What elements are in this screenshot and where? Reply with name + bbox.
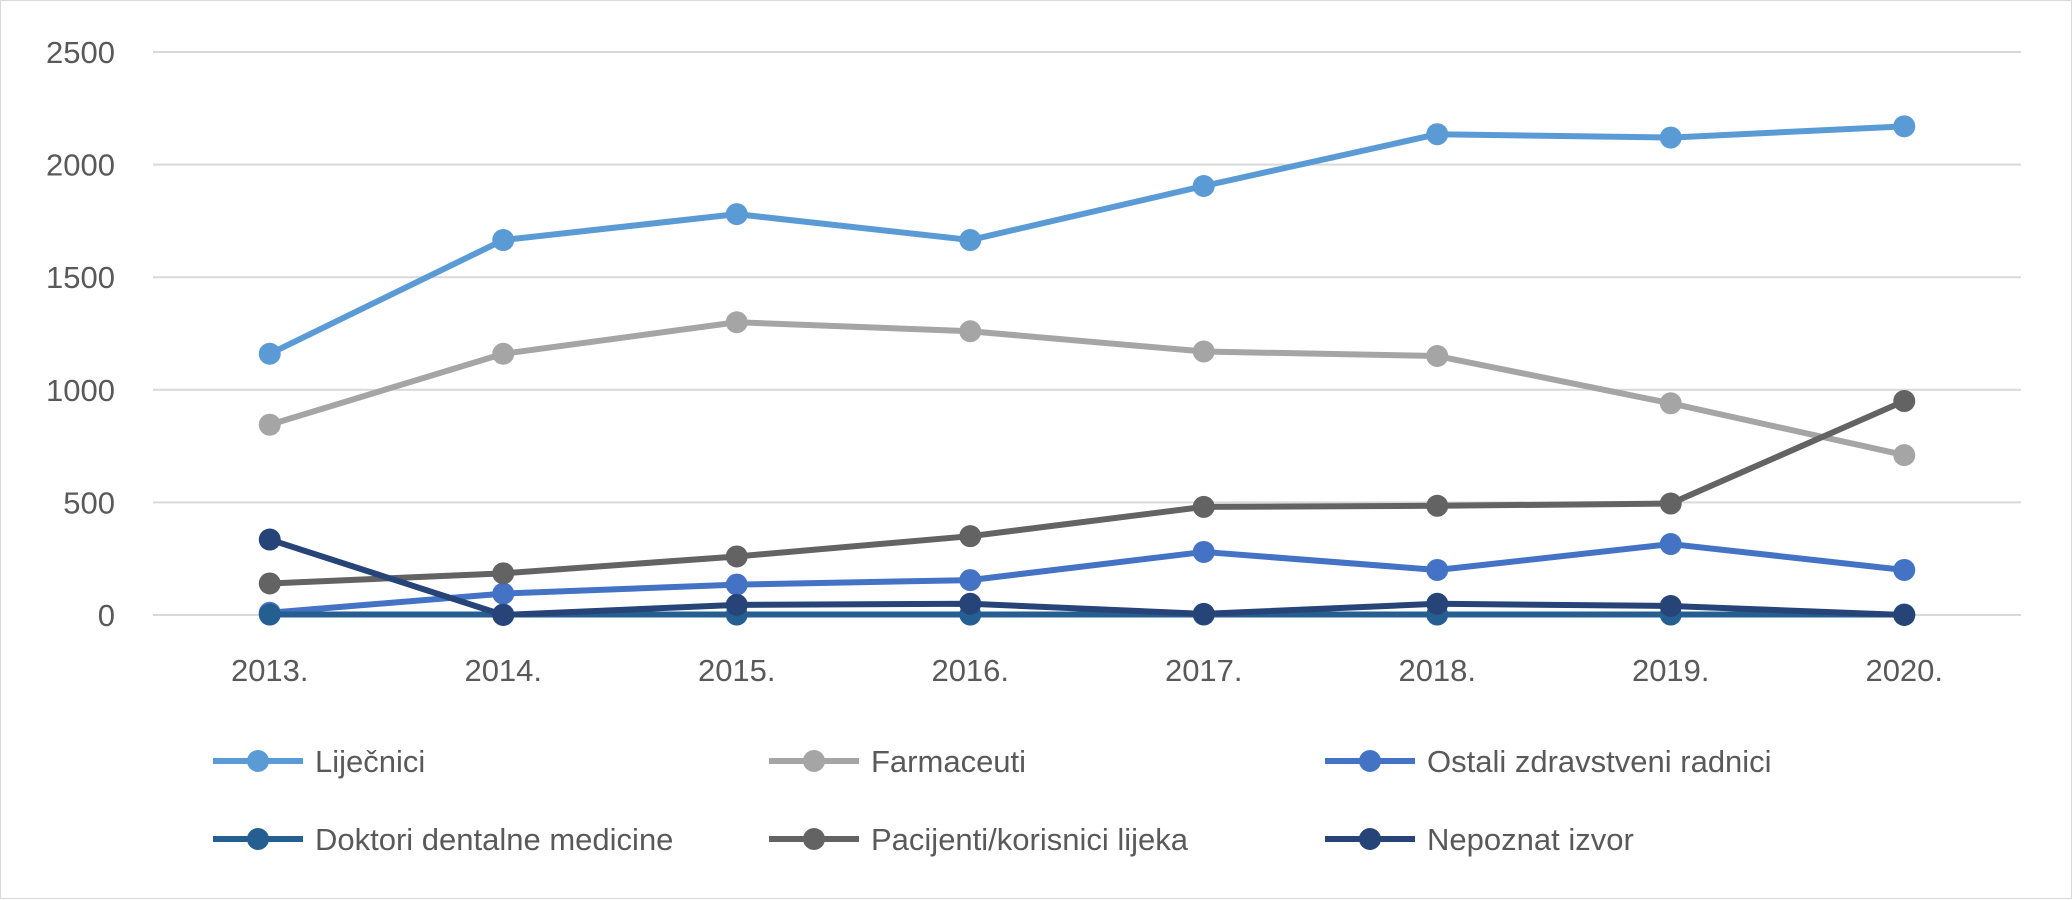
series-line (266, 123, 1908, 357)
series-line (266, 541, 1908, 616)
series-line (266, 536, 1908, 618)
legend-marker (247, 750, 269, 772)
x-tick-label: 2014. (464, 653, 542, 688)
data-point (1893, 444, 1916, 467)
y-tick-label: 1500 (46, 260, 115, 295)
data-point (1192, 540, 1215, 563)
data-point (959, 525, 982, 548)
data-point (1659, 126, 1682, 149)
series (258, 115, 1916, 365)
data-point (959, 229, 982, 252)
data-point (1659, 392, 1682, 415)
data-point (258, 528, 281, 551)
legend-marker (803, 750, 825, 772)
legend-item: Farmaceuti (769, 744, 1026, 779)
data-point (959, 569, 982, 592)
data-point (725, 593, 748, 616)
y-tick-label: 2500 (46, 35, 115, 70)
data-point (1192, 495, 1215, 518)
data-point (258, 413, 281, 436)
y-axis-ticks: 0 500 1000 1500 2000 2500 (46, 35, 115, 633)
data-point (725, 203, 748, 226)
legend-label: Pacijenti/korisnici lijeka (871, 822, 1189, 857)
legend-marker (1359, 828, 1381, 850)
data-point (1893, 390, 1916, 413)
legend-marker (247, 828, 269, 850)
data-point (1426, 558, 1449, 581)
y-tick-label: 500 (63, 485, 115, 520)
legend-item: Pacijenti/korisnici lijeka (769, 822, 1189, 857)
data-point (1426, 494, 1449, 517)
legend-label: Ostali zdravstveni radnici (1427, 744, 1772, 779)
x-tick-label: 2019. (1632, 653, 1710, 688)
series-line (266, 398, 1908, 587)
x-tick-label: 2013. (231, 653, 309, 688)
legend-label: Farmaceuti (871, 744, 1026, 779)
data-point (1659, 492, 1682, 515)
data-point (1893, 558, 1916, 581)
y-tick-label: 2000 (46, 148, 115, 183)
x-tick-label: 2017. (1165, 653, 1243, 688)
data-point (1192, 174, 1215, 197)
data-point (492, 562, 515, 585)
data-point (725, 573, 748, 596)
data-point (1426, 592, 1449, 615)
legend-label: Doktori dentalne medicine (315, 822, 673, 857)
data-point (492, 582, 515, 605)
legend-label: Liječnici (315, 744, 425, 779)
legend-marker (1359, 750, 1381, 772)
legend-item: Doktori dentalne medicine (213, 822, 673, 857)
data-point (1659, 594, 1682, 617)
legend: Liječnici Farmaceuti Ostali zdravstveni ra… (213, 744, 1772, 857)
data-point (258, 603, 281, 626)
series (258, 528, 1916, 626)
x-tick-label: 2018. (1398, 653, 1476, 688)
y-tick-label: 0 (98, 598, 115, 633)
data-point (725, 311, 748, 334)
data-point (1192, 340, 1215, 363)
legend-item: Liječnici (213, 744, 425, 779)
data-point (492, 342, 515, 365)
data-point (492, 604, 515, 626)
data-point (1426, 345, 1449, 368)
legend-item: Ostali zdravstveni radnici (1325, 744, 1772, 779)
data-point (258, 342, 281, 365)
data-point (959, 592, 982, 615)
data-point (959, 320, 982, 343)
data-point (1426, 123, 1449, 146)
x-tick-label: 2016. (931, 653, 1009, 688)
x-tick-label: 2020. (1865, 653, 1943, 688)
series (258, 390, 1916, 595)
data-point (258, 572, 281, 595)
data-point (1893, 115, 1916, 138)
data-point (492, 229, 515, 252)
series (258, 533, 1916, 624)
x-tick-label: 2015. (698, 653, 776, 688)
data-point (725, 545, 748, 568)
series (258, 311, 1916, 467)
data-point (1659, 533, 1682, 556)
series-line (266, 319, 1908, 459)
series-lines (258, 115, 1916, 626)
data-point (1192, 602, 1215, 625)
legend-marker (803, 828, 825, 850)
legend-label: Nepoznat izvor (1427, 822, 1634, 857)
data-point (1893, 604, 1916, 626)
x-axis-ticks: 2013. 2014. 2015. 2016. 2017. 2018. 2019. 2020. (231, 653, 1943, 688)
y-tick-label: 1000 (46, 373, 115, 408)
legend-item: Nepoznat izvor (1325, 822, 1634, 857)
